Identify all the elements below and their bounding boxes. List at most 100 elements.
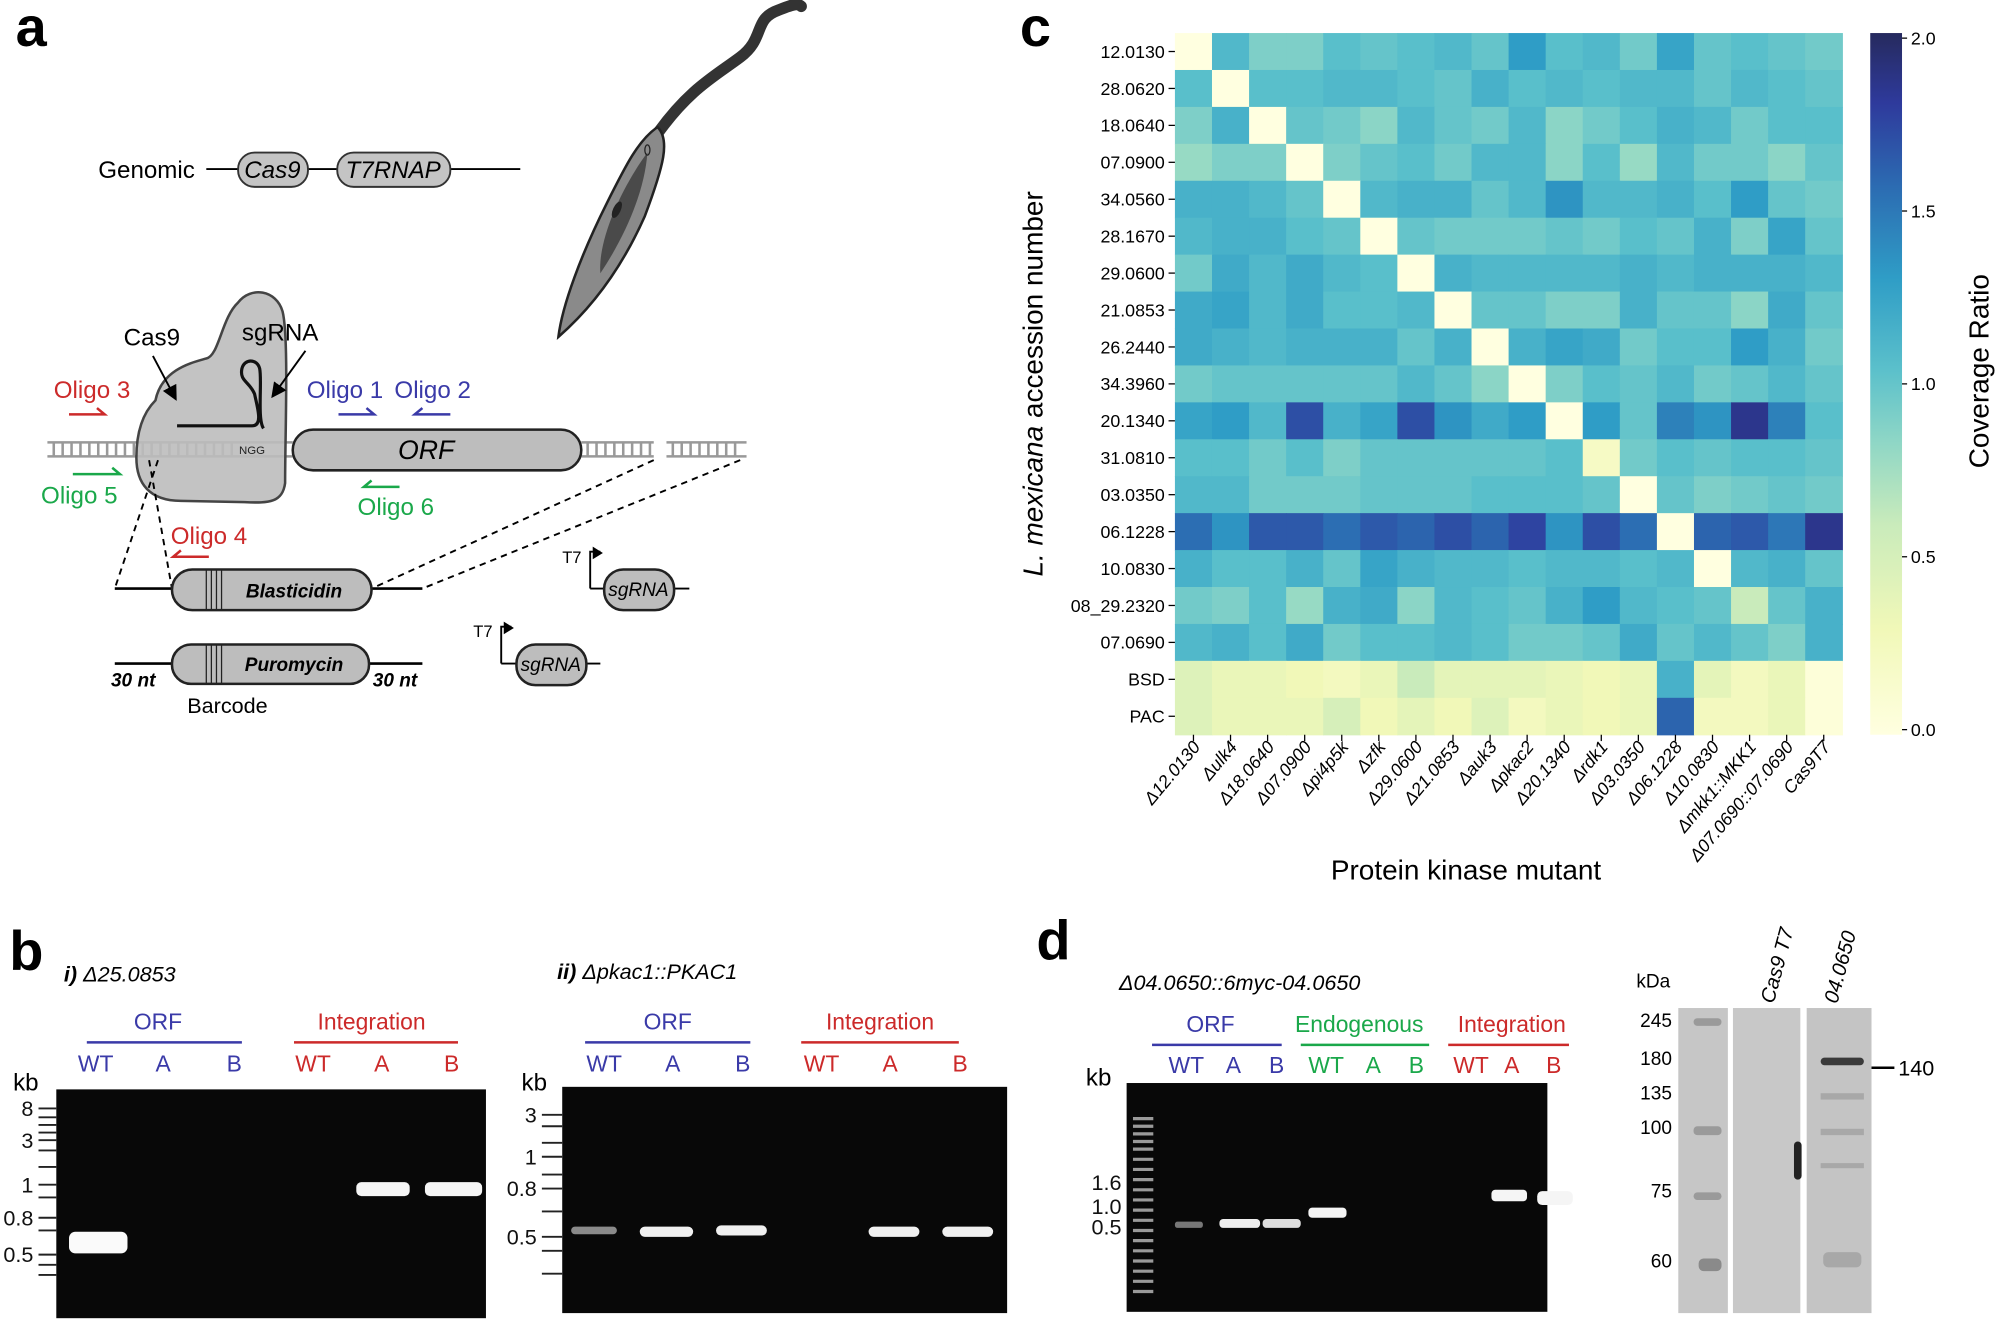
heatmap-cell: [1731, 365, 1769, 403]
size-marker: 0.5: [507, 1224, 537, 1249]
heatmap-cell: [1619, 550, 1658, 588]
heatmap-cell: [1582, 291, 1621, 330]
dna-ladder: [1132, 1117, 1154, 1294]
heatmap-cell: [1656, 33, 1695, 71]
heatmap-cell: [1211, 291, 1250, 330]
heatmap-cell: [1619, 328, 1658, 367]
heatmap-cell: [1805, 402, 1843, 440]
heatmap-cell: [1768, 180, 1806, 219]
heatmap-cell: [1582, 69, 1621, 108]
heatmap-cell: [1471, 328, 1510, 367]
heatmap-cell: [1582, 328, 1621, 367]
heatmap-cell: [1582, 623, 1621, 662]
blot-lane-label: Cas9 T7: [1757, 925, 1798, 1006]
lane-label: B: [1269, 1052, 1284, 1078]
heatmap-cell: [1805, 476, 1843, 514]
gel-band: [716, 1225, 767, 1236]
heatmap-cells: [1174, 33, 1843, 736]
heatmap-cell: [1471, 513, 1510, 551]
heatmap-cell: [1249, 291, 1287, 330]
heatmap-cell: [1768, 291, 1806, 330]
cas9-gene-box: [237, 151, 309, 188]
heatmap-cell: [1397, 69, 1436, 108]
heatmap-cell: [1174, 217, 1213, 256]
heatmap-cell: [1211, 550, 1250, 588]
heatmap-cell: [1397, 623, 1436, 662]
heatmap-cell: [1656, 254, 1695, 293]
heatmap-cell: [1397, 513, 1436, 551]
heatmap-cell: [1508, 365, 1547, 403]
t7rnap-gene-label: T7RNAP: [346, 157, 441, 184]
heatmap-cell: [1545, 254, 1584, 293]
heatmap-cell: [1805, 365, 1843, 403]
heatmap-cell: [1286, 217, 1324, 256]
row-label: 34.3960: [1100, 374, 1164, 394]
kda-marker: 60: [1651, 1251, 1672, 1272]
heatmap-cell: [1286, 439, 1324, 477]
heatmap-cell: [1545, 143, 1584, 182]
heatmap-cell: [1174, 69, 1213, 108]
heatmap-cell: [1434, 328, 1473, 367]
panel-c-heatmap: c 12.0130 28.0620 18.0640 07.0900 34.0560 28.…: [1018, 0, 1995, 886]
colorbar-tick-label: 1.0: [1911, 374, 1936, 394]
heatmap-cell: [1545, 291, 1584, 330]
row-label: 26.2440: [1100, 337, 1164, 357]
heatmap-cell: [1656, 476, 1695, 514]
heatmap-cell: [1360, 660, 1399, 699]
heatmap-cell: [1249, 476, 1287, 514]
row-label: 18.0640: [1100, 116, 1164, 136]
heatmap-cell: [1211, 106, 1250, 145]
oligo-4-arrow-icon: [169, 549, 209, 559]
ngg-label: NGG: [239, 445, 265, 457]
heatmap-cell: [1323, 623, 1361, 662]
puromycin-label: Puromycin: [245, 655, 343, 676]
lane-label: WT: [804, 1051, 840, 1077]
heatmap-cell: [1471, 587, 1510, 625]
kda-marker: 100: [1640, 1118, 1672, 1139]
panel-a: a Genomic Cas9 T7RNAP NGG Cas9 sgRNA: [16, 0, 807, 718]
heatmap-cell: [1323, 106, 1361, 145]
heatmap-cell: [1360, 476, 1399, 514]
heatmap-cell: [1545, 33, 1584, 71]
row-label: 21.0853: [1100, 300, 1164, 320]
gel-band: [1537, 1191, 1573, 1206]
gel-band: [1491, 1189, 1528, 1202]
heatmap-cell: [1360, 69, 1399, 108]
heatmap-cell: [1397, 328, 1436, 367]
heatmap-cell: [1619, 291, 1658, 330]
row-label: 34.0560: [1100, 190, 1164, 210]
heatmap-cell: [1508, 291, 1547, 330]
heatmap-cell: [1582, 476, 1621, 514]
heatmap-cell: [1471, 291, 1510, 330]
heatmap-cell: [1508, 328, 1547, 367]
heatmap-cell: [1174, 328, 1213, 367]
heatmap-cell: [1249, 365, 1287, 403]
heatmap-cell: [1619, 476, 1658, 514]
heatmap-cell: [1323, 550, 1361, 588]
lane-label: B: [1409, 1052, 1424, 1078]
t7rnap-gene-box: [336, 151, 452, 188]
heatmap-cell: [1545, 328, 1584, 367]
heatmap-cell: [1249, 33, 1287, 71]
size-marker: 0.8: [507, 1176, 537, 1201]
size-marker: 0.8: [3, 1205, 33, 1230]
panel-d: d Δ04.0650::6myc-04.0650 ORF Endogenous …: [1036, 909, 1934, 1314]
heatmap-cell: [1619, 623, 1658, 662]
heatmap-cell: [1619, 33, 1658, 71]
heatmap-cell: [1731, 33, 1769, 71]
heatmap-cell: [1397, 365, 1436, 403]
heatmap-cell: [1211, 587, 1250, 625]
lane-label: WT: [295, 1051, 331, 1077]
heatmap-cell: [1397, 291, 1436, 330]
heatmap-cell: [1286, 476, 1324, 514]
heatmap-cell: [1508, 254, 1547, 293]
heatmap-cell: [1805, 513, 1843, 551]
heatmap-cell: [1360, 550, 1399, 588]
heatmap-cell: [1323, 180, 1361, 219]
oligo-5-label: Oligo 5: [41, 482, 118, 509]
heatmap-cell: [1471, 33, 1510, 71]
heatmap-cell: [1397, 217, 1436, 256]
kda-label: kDa: [1636, 972, 1670, 993]
lane-label: B: [735, 1051, 750, 1077]
group-label-orf: ORF: [134, 1009, 182, 1035]
